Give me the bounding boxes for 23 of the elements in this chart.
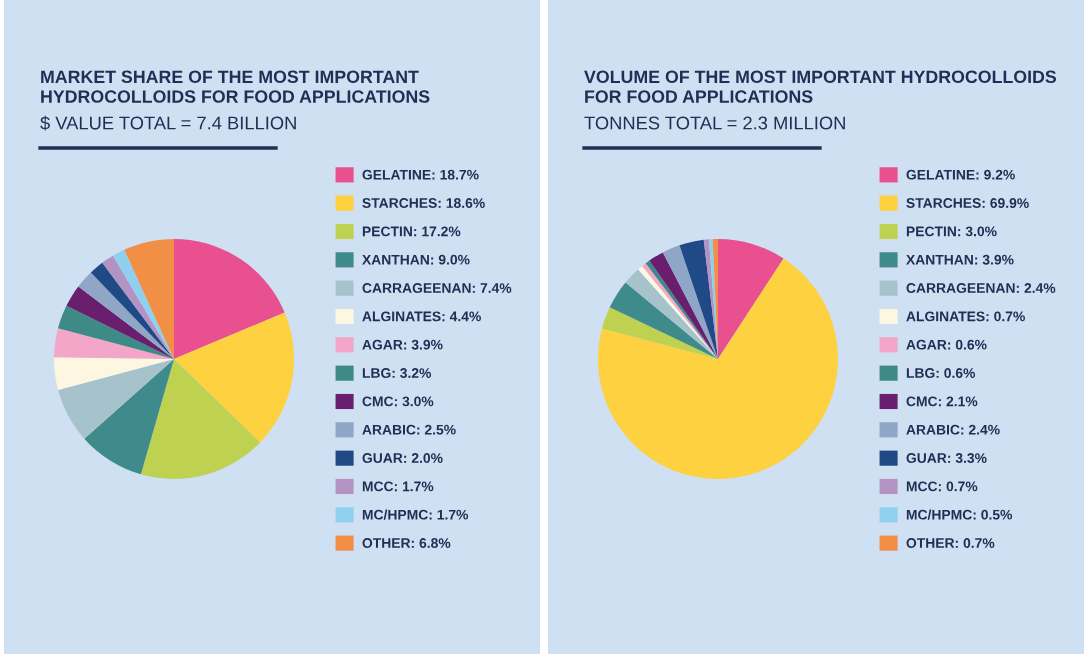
pie-slice <box>662 245 718 359</box>
pie-slice <box>679 239 718 359</box>
pie-slice <box>174 239 285 359</box>
pie-slice <box>102 255 174 359</box>
pie-slice <box>598 258 838 479</box>
pie-slice <box>54 357 174 391</box>
pie-slice <box>703 239 718 359</box>
pie-slice <box>66 286 174 359</box>
pie-slice <box>601 307 718 359</box>
pie-slice <box>174 312 294 443</box>
chart-title: VOLUME OF THE MOST IMPORTANT HYDROCOLLOIDS FOR FOOD APPLICATIONS <box>584 70 1057 103</box>
pie-slice <box>54 328 174 359</box>
pie-slice <box>124 239 174 359</box>
pie-slice <box>112 249 174 359</box>
chart-subtitle: $ VALUE TOTAL = 7.4 BILLION <box>40 115 296 131</box>
pie-slice <box>78 272 174 359</box>
pie-slice <box>140 359 261 479</box>
pie-slice <box>625 269 718 359</box>
chart-title: MARKET SHARE OF THE MOST IMPORTANT HYDROCOLLOIDS FOR FOOD APPLICATIONS <box>41 70 430 103</box>
pie-slice <box>90 262 174 359</box>
pie-slice <box>718 239 784 359</box>
chart-subtitle: TONNES TOTAL = 2.3 MILLION <box>584 116 845 130</box>
pie-slice <box>58 359 174 439</box>
